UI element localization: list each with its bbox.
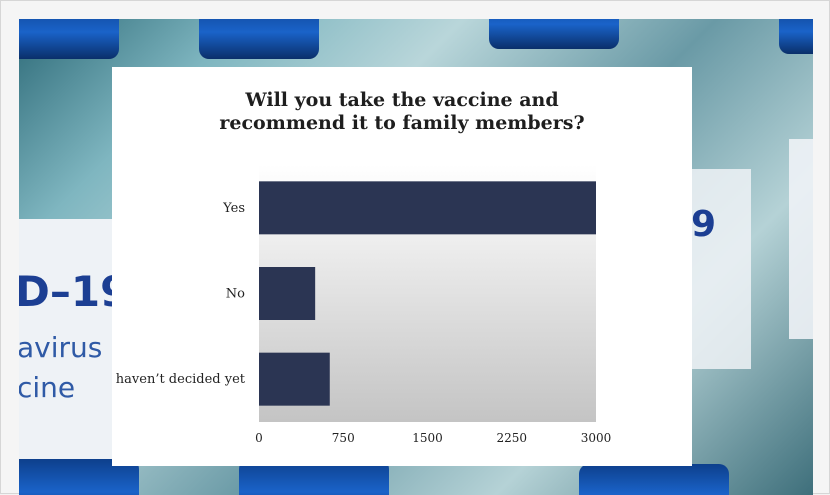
x-tick-label: 3000 xyxy=(581,431,612,445)
vial-label xyxy=(691,169,751,369)
bar-2 xyxy=(259,352,330,406)
vial-cap xyxy=(779,19,813,54)
chart-title-line-1: Will you take the vaccine and xyxy=(245,89,559,111)
chart-card: Will you take the vaccine and recommend … xyxy=(112,67,692,466)
vial-cap xyxy=(489,19,619,49)
vial-code-text: D–19 xyxy=(19,267,130,316)
y-tick-label: I haven’t decided yet xyxy=(112,372,246,387)
bar-1 xyxy=(259,267,316,320)
x-tick-label: 1500 xyxy=(412,431,443,445)
x-tick-label: 2250 xyxy=(496,431,527,445)
y-tick-label: No xyxy=(226,287,245,302)
x-tick-label: 0 xyxy=(255,431,263,445)
chart-title-line-2: recommend it to family members? xyxy=(219,112,585,134)
y-tick-label: Yes xyxy=(222,201,245,216)
vial-digit-text: 9 xyxy=(691,204,717,245)
vial-cap xyxy=(19,19,119,59)
bar-chart: Yes No I haven’t decided yet 0 750 1500 2250 3… xyxy=(112,165,612,445)
vial-label xyxy=(789,139,813,339)
x-tick-label: 750 xyxy=(332,431,355,445)
vial-word2-text: cine xyxy=(19,371,76,404)
bar-0 xyxy=(259,181,596,235)
vial-cap xyxy=(579,464,729,495)
chart-title: Will you take the vaccine and recommend … xyxy=(112,89,692,135)
vial-word1-text: avirus xyxy=(19,331,103,364)
vial-cap xyxy=(199,19,319,59)
vial-label xyxy=(19,219,119,459)
